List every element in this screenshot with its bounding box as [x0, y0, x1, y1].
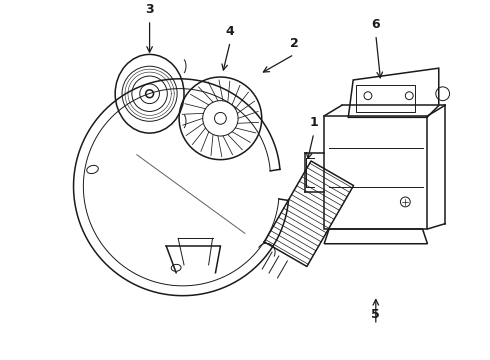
Text: 1: 1: [310, 116, 318, 129]
Text: 4: 4: [226, 25, 235, 38]
Text: 5: 5: [371, 308, 380, 321]
Text: 6: 6: [371, 18, 380, 31]
Text: 3: 3: [145, 3, 154, 16]
Bar: [356, 85, 415, 112]
Text: 2: 2: [290, 37, 298, 50]
